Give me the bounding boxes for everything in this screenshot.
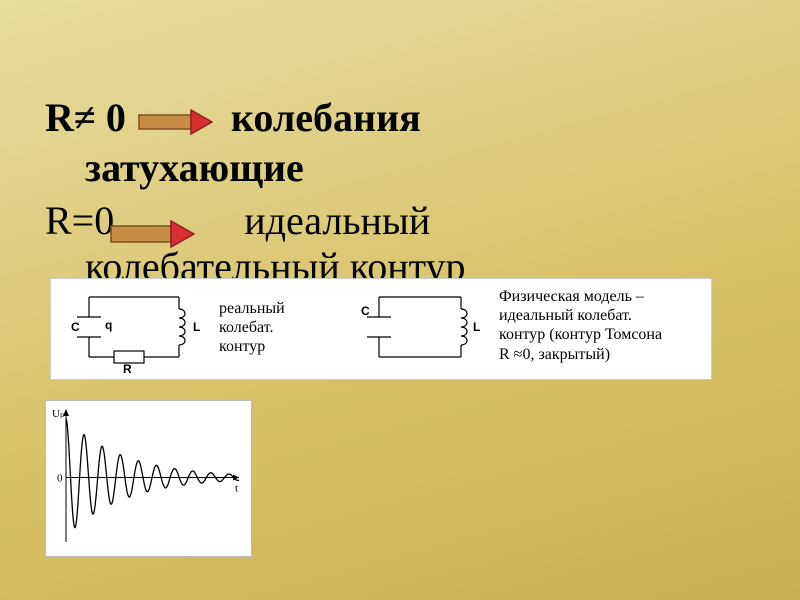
svg-text:0: 0 — [57, 473, 63, 485]
text-kolebaniya: колебания — [231, 95, 421, 140]
svg-text:L: L — [473, 320, 480, 334]
circuit-real-label: реальныйколебат.контур — [219, 299, 329, 357]
text-r-neq-0: R≠ 0 — [45, 95, 126, 140]
circuit-real: C q R L — [59, 279, 209, 379]
circuit-ideal-label: Физическая модель –идеальный колебат.кон… — [499, 287, 709, 364]
heading-line-1: R≠ 0 колебания затухающие — [45, 95, 765, 191]
arrow-icon-2 — [110, 220, 195, 253]
svg-text:L: L — [193, 320, 200, 334]
svg-text:C: C — [361, 304, 370, 318]
arrow-icon-1 — [138, 99, 213, 145]
text-zatukhayushchie: затухающие — [85, 145, 765, 191]
svg-text:C: C — [71, 320, 80, 334]
svg-text:R: R — [123, 362, 132, 376]
svg-text:q: q — [105, 318, 112, 332]
damped-graph: 0 Uₚ t — [45, 400, 252, 557]
text-idealny: идеальный — [244, 198, 430, 243]
circuit-ideal: C L — [351, 279, 491, 379]
svg-text:t: t — [235, 483, 238, 495]
svg-text:Uₚ: Uₚ — [52, 408, 65, 420]
circuit-panel: C q R L реальныйколебат.контур C L Физич… — [50, 278, 712, 380]
text-r-eq-0: R=0 — [45, 198, 114, 243]
